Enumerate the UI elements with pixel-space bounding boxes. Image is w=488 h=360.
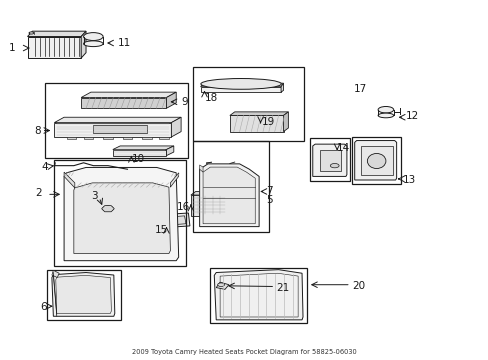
Polygon shape [166,146,173,156]
Text: 16: 16 [176,202,189,212]
Text: 5: 5 [266,195,272,205]
Ellipse shape [201,78,281,89]
Polygon shape [170,173,178,187]
Ellipse shape [29,32,34,34]
Polygon shape [27,37,81,58]
Bar [47,270,121,320]
Text: 17: 17 [353,84,366,94]
Polygon shape [54,117,181,123]
Text: 21: 21 [276,283,289,293]
Ellipse shape [377,113,393,118]
Polygon shape [229,112,288,116]
Bar [54,160,185,266]
Bar [103,136,113,139]
Bar [193,140,268,232]
Polygon shape [52,270,59,278]
Text: 9: 9 [181,97,187,107]
Text: 12: 12 [405,111,418,121]
Bar [193,67,304,140]
Text: 14: 14 [336,143,350,153]
Bar [122,136,132,139]
Polygon shape [214,270,303,320]
Text: 7: 7 [266,186,272,196]
Polygon shape [320,149,340,171]
Polygon shape [354,140,396,180]
Bar [210,268,306,323]
Text: 4: 4 [42,162,48,172]
Text: 10: 10 [131,154,144,164]
Polygon shape [81,92,176,98]
Polygon shape [102,206,114,212]
Polygon shape [200,87,281,92]
Bar [44,83,188,158]
Bar [142,136,152,139]
Polygon shape [229,116,283,132]
Polygon shape [56,275,111,314]
Bar [351,137,400,184]
Polygon shape [113,149,166,156]
Text: 2009 Toyota Camry Heated Seats Pocket Diagram for 58825-06030: 2009 Toyota Camry Heated Seats Pocket Di… [132,349,356,355]
Polygon shape [166,92,176,108]
Polygon shape [81,98,166,108]
Polygon shape [171,117,181,137]
Text: 1: 1 [9,43,15,53]
Polygon shape [27,31,86,37]
Text: 8: 8 [34,126,41,135]
Ellipse shape [217,283,224,287]
Polygon shape [154,216,185,226]
Ellipse shape [102,206,113,212]
Polygon shape [113,146,173,149]
Polygon shape [54,123,171,137]
Text: 11: 11 [118,38,131,48]
Text: 19: 19 [261,117,274,127]
Bar [310,138,349,181]
Polygon shape [64,167,178,261]
Text: 15: 15 [155,225,168,235]
Polygon shape [52,273,115,316]
Ellipse shape [83,41,103,46]
Ellipse shape [83,33,103,41]
Ellipse shape [377,107,393,113]
Text: 20: 20 [351,281,364,291]
Polygon shape [81,31,86,58]
Bar [190,195,227,216]
Bar [66,136,76,139]
Polygon shape [199,165,203,172]
Polygon shape [312,144,346,176]
Bar [159,136,168,139]
Bar [93,126,147,134]
Polygon shape [283,112,288,132]
Polygon shape [74,183,170,253]
Text: 3: 3 [91,191,98,201]
Polygon shape [64,172,75,188]
Polygon shape [281,83,283,92]
Ellipse shape [366,153,385,168]
Polygon shape [360,146,392,175]
Ellipse shape [330,163,338,168]
Polygon shape [200,83,283,87]
Text: 2: 2 [36,188,42,198]
Polygon shape [150,213,189,228]
Text: 6: 6 [41,302,47,312]
Polygon shape [190,192,232,195]
Text: 13: 13 [402,175,415,185]
Bar [83,136,93,139]
Polygon shape [199,164,259,226]
Polygon shape [203,167,255,224]
Polygon shape [216,282,228,289]
Text: 18: 18 [204,93,217,103]
